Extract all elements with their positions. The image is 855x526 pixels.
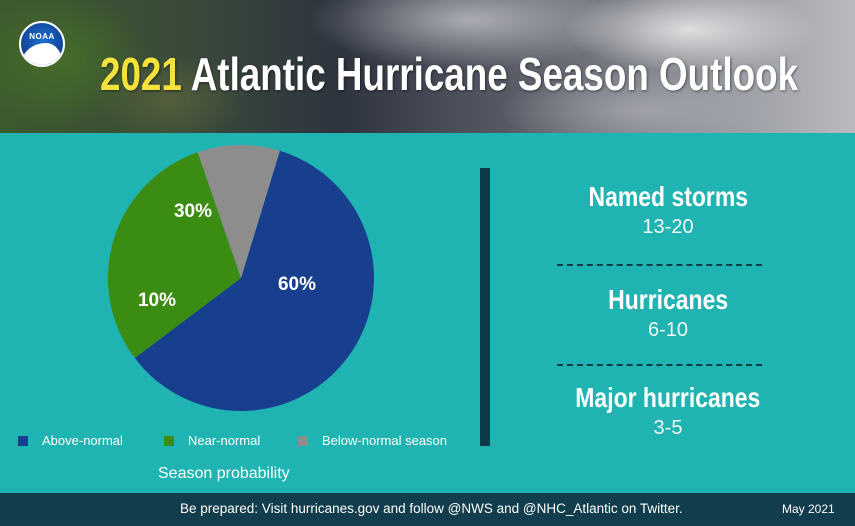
pie-slice-above-normal — [134, 150, 374, 411]
satellite-header-banner: NOAA 2021 Atlantic Hurricane Season Outl… — [0, 0, 855, 133]
stat-value-hurricanes: 6-10 — [647, 319, 689, 341]
page-title: 2021 Atlantic Hurricane Season Outlook — [100, 44, 798, 104]
chart-legend: Above-normal Near-normal Below-normal se… — [0, 433, 470, 455]
footer-bar: Be prepared: Visit hurricanes.gov and fo… — [0, 493, 855, 526]
legend-swatch-below-normal — [298, 436, 308, 446]
legend-item-above-normal: Above-normal — [18, 433, 123, 448]
stat-named-storms: Named storms 13-20 — [530, 180, 806, 240]
noaa-logo-text: NOAA — [29, 32, 55, 41]
stat-separator — [557, 264, 762, 266]
pie-labels: 60% 30% 10% — [138, 201, 316, 311]
stat-separator — [557, 364, 762, 366]
legend-label-above-normal: Above-normal — [42, 433, 123, 448]
pie-chart: 60% 30% 10% — [108, 145, 374, 411]
pie-data-label: 10% — [138, 290, 176, 311]
pie-data-label: 60% — [278, 274, 316, 295]
legend-label-below-normal: Below-normal season — [322, 433, 448, 448]
stat-label-major-hurricanes: Major hurricanes — [575, 382, 761, 413]
noaa-logo-bird-icon — [21, 43, 63, 65]
stat-value-named-storms: 13-20 — [642, 216, 694, 238]
stat-label-hurricanes: Hurricanes — [608, 284, 728, 315]
pie-slices — [108, 145, 374, 411]
title-year: 2021 — [100, 48, 182, 100]
stat-major-hurricanes: Major hurricanes 3-5 — [530, 381, 806, 441]
footer-date: May 2021 — [782, 502, 835, 516]
legend-label-near-normal: Near-normal — [188, 433, 261, 448]
footer-message: Be prepared: Visit hurricanes.gov and fo… — [180, 501, 683, 516]
title-text: Atlantic Hurricane Season Outlook — [181, 48, 799, 100]
legend-swatch-above-normal — [18, 436, 28, 446]
legend-item-near-normal: Near-normal — [164, 433, 260, 448]
legend-swatch-near-normal — [164, 436, 174, 446]
pie-slice-near-normal — [108, 152, 241, 359]
stat-hurricanes: Hurricanes 6-10 — [530, 283, 806, 343]
vertical-divider — [480, 168, 490, 446]
stat-value-major-hurricanes: 3-5 — [653, 417, 683, 439]
stat-label-named-storms: Named storms — [588, 181, 748, 212]
legend-item-below-normal: Below-normal season — [298, 433, 447, 448]
pie-slice-below-normal-season — [197, 145, 280, 278]
noaa-logo: NOAA — [19, 21, 65, 67]
pie-data-label: 30% — [174, 201, 212, 222]
chart-caption: Season probability — [158, 465, 290, 482]
